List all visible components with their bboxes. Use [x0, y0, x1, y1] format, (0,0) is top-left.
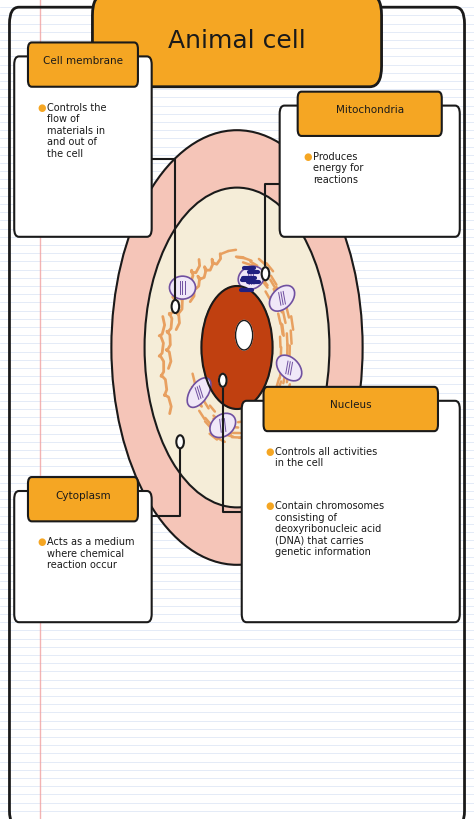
Text: Controls the
flow of
materials in
and out of
the cell: Controls the flow of materials in and ou…: [47, 102, 107, 159]
Text: Produces
energy for
reactions: Produces energy for reactions: [313, 152, 363, 184]
FancyBboxPatch shape: [28, 43, 138, 88]
Text: Animal cell: Animal cell: [168, 29, 306, 53]
FancyBboxPatch shape: [92, 0, 382, 88]
Circle shape: [111, 131, 363, 565]
Text: ●: ●: [265, 500, 274, 510]
FancyBboxPatch shape: [242, 401, 460, 622]
Circle shape: [219, 374, 227, 387]
Ellipse shape: [187, 378, 211, 408]
Text: ●: ●: [265, 446, 274, 456]
FancyBboxPatch shape: [298, 93, 442, 137]
Circle shape: [201, 287, 273, 410]
Circle shape: [176, 436, 184, 449]
FancyBboxPatch shape: [14, 57, 152, 238]
Circle shape: [145, 188, 329, 508]
Ellipse shape: [276, 355, 302, 382]
Ellipse shape: [210, 414, 236, 438]
FancyBboxPatch shape: [28, 477, 138, 522]
Text: Contain chromosomes
consisting of
deoxyribonucleic acid
(DNA) that carries
genet: Contain chromosomes consisting of deoxyr…: [275, 500, 384, 557]
Text: Cell membrane: Cell membrane: [43, 56, 123, 66]
FancyBboxPatch shape: [14, 491, 152, 622]
Text: ●: ●: [38, 536, 46, 546]
Circle shape: [172, 301, 179, 314]
FancyBboxPatch shape: [264, 387, 438, 432]
Ellipse shape: [238, 267, 264, 290]
Text: ●: ●: [303, 152, 312, 161]
Text: Nucleus: Nucleus: [330, 400, 372, 410]
Circle shape: [236, 321, 253, 351]
FancyBboxPatch shape: [280, 106, 460, 238]
Text: Acts as a medium
where chemical
reaction occur: Acts as a medium where chemical reaction…: [47, 536, 135, 569]
Ellipse shape: [269, 286, 295, 312]
Text: Mitochondria: Mitochondria: [336, 105, 404, 115]
Text: ●: ●: [38, 102, 46, 112]
Ellipse shape: [170, 277, 195, 300]
Text: Controls all activities
in the cell: Controls all activities in the cell: [275, 446, 377, 468]
Text: Cytoplasm: Cytoplasm: [55, 490, 111, 500]
Circle shape: [262, 268, 269, 281]
